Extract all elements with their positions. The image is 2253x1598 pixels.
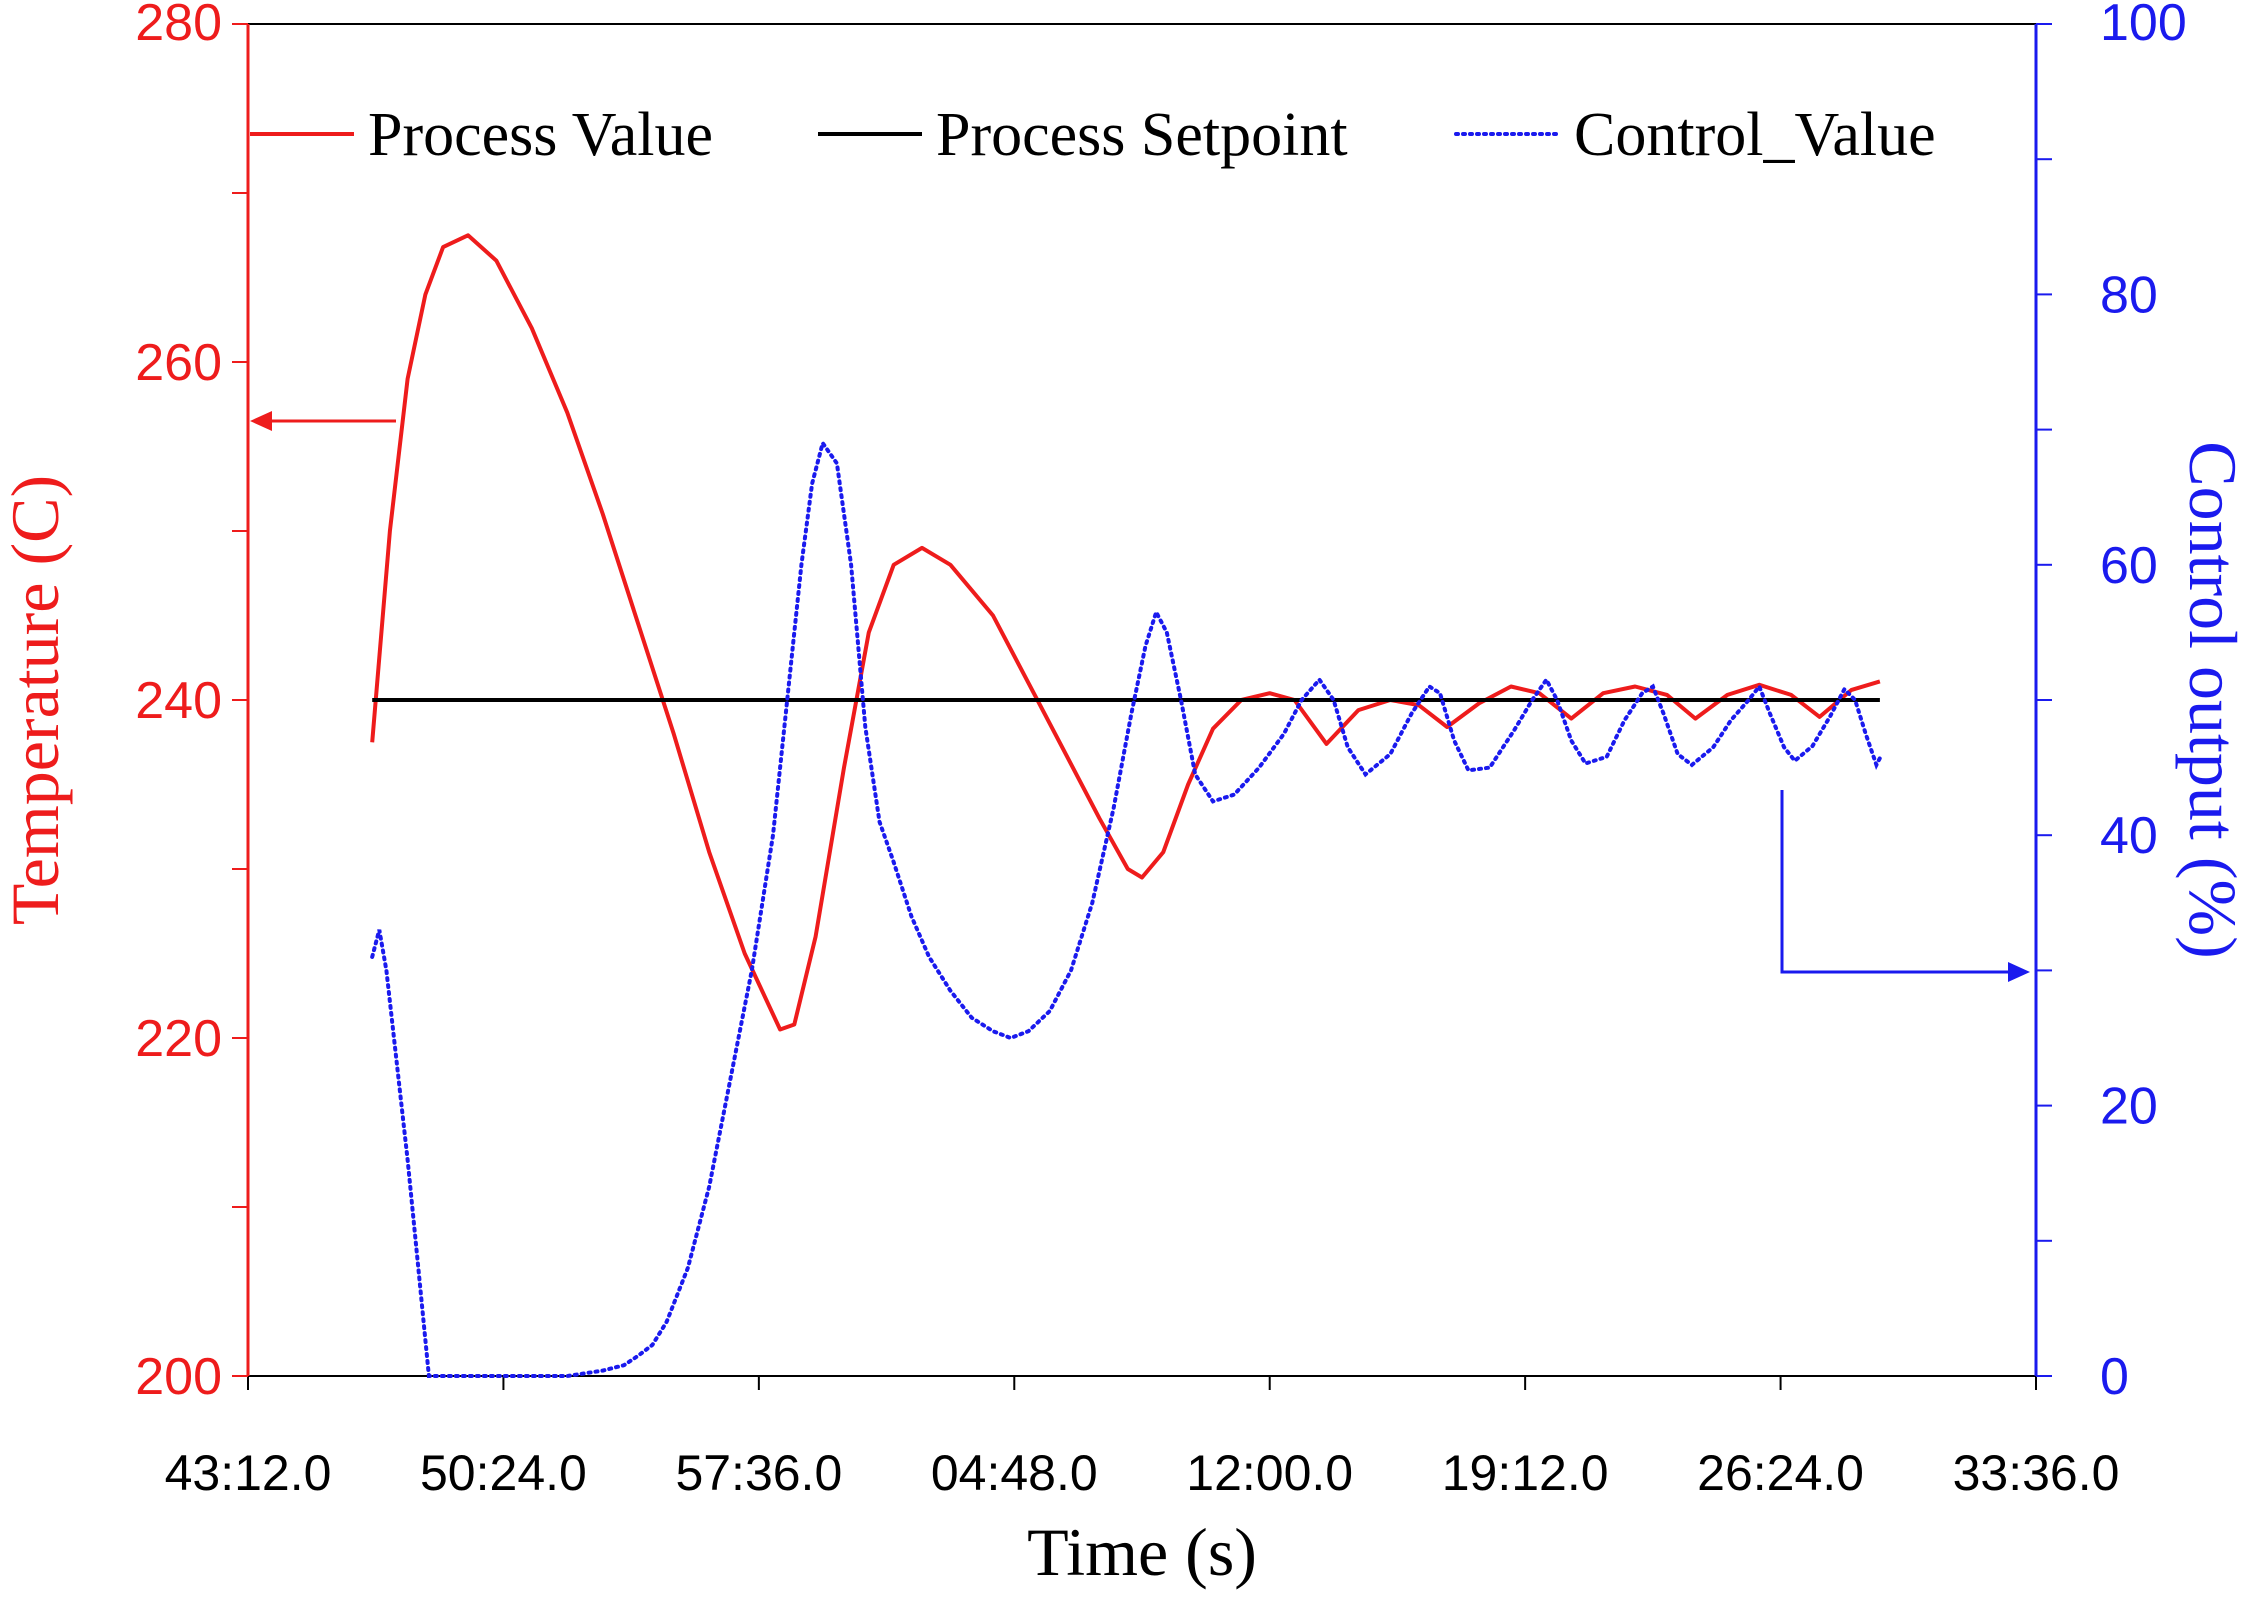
right-tick-label: 20: [2100, 1078, 2158, 1136]
x-tick-label: 19:12.0: [1442, 1445, 1609, 1501]
series-process-value: [370, 233, 1881, 1032]
left-tick-group: 200 220 240 260 280: [135, 0, 248, 1406]
legend-label-process-setpoint: Process Setpoint: [936, 101, 1348, 169]
left-tick-label: 280: [135, 0, 222, 52]
right-axis-arrow: [1780, 790, 2030, 982]
left-tick-label: 260: [135, 334, 222, 392]
x-tick-label: 50:24.0: [420, 1445, 587, 1501]
left-tick-label: 220: [135, 1010, 222, 1068]
x-tick-label: 04:48.0: [931, 1445, 1098, 1501]
right-tick-label: 100: [2100, 0, 2187, 52]
right-tick-label: 80: [2100, 266, 2158, 324]
legend-label-process-value: Process Value: [368, 101, 713, 169]
x-tick-label: 33:36.0: [1953, 1445, 2120, 1501]
right-tick-label: 40: [2100, 807, 2158, 865]
x-tick-label: 43:12.0: [165, 1445, 332, 1501]
right-tick-label: 60: [2100, 537, 2158, 595]
x-tick-group: 43:12.0 50:24.0 57:36.0 04:48.0 12:00.0 19:12…: [165, 1376, 2120, 1501]
legend: Process Value Process Setpoint Control_V…: [250, 101, 1936, 169]
right-tick-group: 0 20 40 60 80 100: [2036, 0, 2187, 1406]
left-tick-label: 240: [135, 672, 222, 730]
right-axis-title: Control output (%): [2175, 441, 2251, 959]
x-tick-label: 12:00.0: [1186, 1445, 1353, 1501]
x-axis-title: Time (s): [1027, 1514, 1257, 1590]
x-tick-label: 26:24.0: [1697, 1445, 1864, 1501]
right-tick-label: 0: [2100, 1348, 2129, 1406]
left-tick-label: 200: [135, 1348, 222, 1406]
legend-label-control-value: Control_Value: [1574, 101, 1936, 169]
x-tick-label: 57:36.0: [675, 1445, 842, 1501]
left-axis-title: Temperature (C): [0, 475, 73, 925]
left-axis-arrow: [250, 411, 396, 431]
series-control-value: [370, 438, 1882, 1378]
